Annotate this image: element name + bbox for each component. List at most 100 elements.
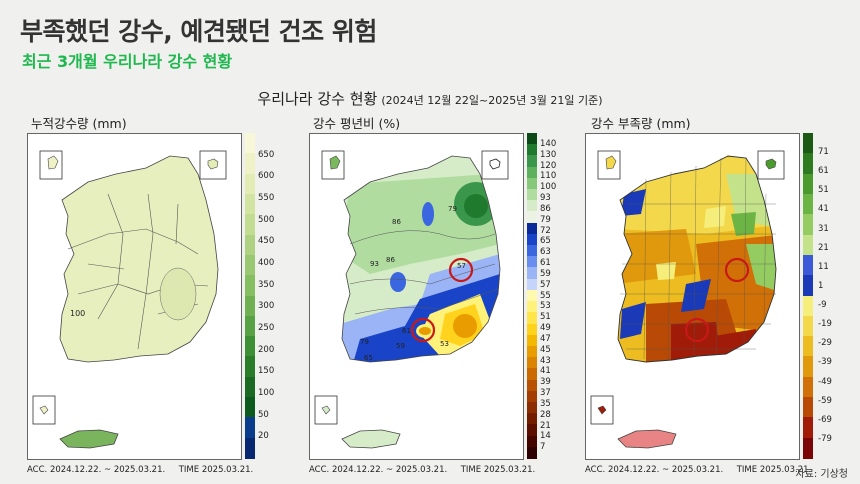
colorbar-tick-label: 300 — [258, 301, 275, 312]
panel-2-footer-time: TIME 2025.03.21. — [460, 465, 536, 475]
colorbar-tick-label: 71 — [818, 147, 829, 158]
colorbar-segment — [245, 437, 255, 459]
colorbar-tick-label: 400 — [258, 258, 275, 268]
inset-box-baekryeong — [39, 150, 63, 180]
colorbar-tick-label: 35 — [540, 398, 551, 409]
contour-label: 53 — [440, 340, 449, 348]
colorbar-tick-label: 37 — [540, 388, 551, 398]
inset-box-ulleung — [481, 150, 509, 180]
colorbar-tick-label: -59 — [818, 395, 832, 406]
colorbar-segment — [527, 446, 537, 459]
panel-3-footer-time: TIME 2025.03.21. — [736, 465, 812, 475]
island-small — [597, 405, 607, 415]
inset-box-baekryeong — [597, 150, 621, 180]
map-1-svg: 100 — [32, 150, 227, 449]
colorbar-tick-label: 41 — [818, 204, 829, 215]
colorbar-tick-label: 57 — [540, 279, 551, 290]
colorbar-segment — [245, 153, 255, 175]
korea-mainland-outline — [617, 155, 777, 363]
contour-lines — [349, 230, 499, 315]
colorbar-segment — [803, 295, 813, 317]
contour-label: 79 — [448, 205, 457, 213]
colorbar-accumulated — [245, 133, 255, 459]
colorbar-tick-label: 650 — [258, 149, 275, 160]
island-ulleung — [765, 158, 777, 170]
colorbar-tick-label: 110 — [540, 171, 557, 182]
island-ulleung — [207, 158, 219, 170]
colorbar-tick-label: 86 — [540, 203, 551, 214]
colorbar-segment — [245, 356, 255, 378]
contour-label: 100 — [70, 309, 85, 318]
inset-box-southern-islands — [590, 395, 614, 425]
colorbar-tick-label: 51 — [540, 312, 551, 323]
colorbar-segment — [803, 214, 813, 236]
colorbar-tick-label: -29 — [818, 338, 832, 349]
colorbar-tick-label: 53 — [540, 301, 551, 312]
colorbar-segment — [527, 357, 537, 369]
colorbar-tick-label: 350 — [258, 279, 275, 290]
inset-box-ulleung — [757, 150, 785, 180]
korea-mainland — [59, 155, 219, 363]
colorbar-tick-label: 21 — [818, 242, 829, 253]
colorbar-tick-label: 7 — [540, 442, 546, 453]
island-baekryeong — [329, 155, 341, 170]
island-small — [39, 405, 49, 415]
colorbar-segment — [527, 435, 537, 448]
colorbar-tick-label: 31 — [818, 223, 829, 234]
page-title: 부족했던 강수, 예견됐던 건조 위험 — [20, 17, 377, 46]
colorbar-tick-label: 200 — [258, 344, 275, 355]
colorbar-tick-label: 120 — [540, 160, 557, 171]
province-boundaries — [67, 193, 209, 350]
colorbar-tick-label: 61 — [540, 258, 551, 268]
colorbar-tick-label: 47 — [540, 333, 551, 344]
colorbar-segment — [245, 234, 255, 256]
panel-3-label: 강수 부족량 (mm) — [591, 116, 691, 131]
map-precipitation-deficit — [585, 133, 800, 460]
colorbar-segment — [803, 336, 813, 358]
colorbar-segment — [527, 345, 537, 358]
colorbar-segment — [527, 289, 537, 302]
colorbar-tick-label: 41 — [540, 366, 551, 377]
colorbar-segment — [527, 278, 537, 291]
panel-3-footer: ACC. 2024.12.22. ~ 2025.03.21. TIME 2025… — [585, 465, 811, 475]
colorbar-segment — [803, 234, 813, 256]
colorbar-segment — [527, 323, 537, 336]
island-jeju — [341, 429, 401, 449]
map-3-svg — [590, 150, 785, 449]
colorbar-tick-label: 140 — [540, 138, 557, 149]
contour-label: 86 — [392, 218, 401, 226]
colorbar-segment — [245, 133, 255, 154]
highlight-circle-south — [410, 317, 436, 343]
colorbar-segment — [527, 390, 537, 403]
colorbar-segment — [803, 356, 813, 378]
colorbar-tick-label: 20 — [258, 431, 269, 442]
colorbar-tick-label: 130 — [540, 149, 557, 160]
panel-3-footer-acc: ACC. 2024.12.22. ~ 2025.03.21. — [585, 465, 724, 475]
colorbar-tick-label: 500 — [258, 214, 275, 225]
contour-label: 57 — [457, 262, 466, 270]
colorbar-tick-label: -79 — [818, 433, 832, 444]
colorbar-segment — [527, 133, 537, 145]
colorbar-tick-label: 21 — [540, 420, 551, 431]
ratio-fill — [342, 156, 500, 362]
colorbar-segment — [527, 312, 537, 325]
source-credit: 자료: 기상청 — [795, 469, 848, 480]
island-ulleung — [489, 158, 501, 170]
contour-label: 59 — [396, 342, 405, 350]
island-small — [321, 405, 331, 415]
colorbar-tick-label: -39 — [818, 357, 832, 368]
colorbar-tick-label: 59 — [540, 268, 551, 279]
panel-2-footer: ACC. 2024.12.22. ~ 2025.03.21. TIME 2025… — [309, 465, 535, 475]
colorbar-segment — [803, 437, 813, 459]
colorbar-segment — [245, 315, 255, 337]
colorbar-segment — [527, 155, 537, 168]
colorbar-tick-label: 14 — [540, 431, 551, 442]
colorbar-tick-label: 100 — [540, 182, 557, 193]
colorbar-segment — [527, 200, 537, 213]
colorbar-tick-label: -19 — [818, 319, 832, 330]
panel-2-footer-acc: ACC. 2024.12.22. ~ 2025.03.21. — [309, 465, 448, 475]
colorbar-tick-label: 28 — [540, 409, 551, 420]
colorbar-deficit — [803, 133, 813, 459]
colorbar-tick-label: -69 — [818, 414, 832, 425]
page-subtitle: 최근 3개월 우리나라 강수 현황 — [22, 52, 233, 71]
